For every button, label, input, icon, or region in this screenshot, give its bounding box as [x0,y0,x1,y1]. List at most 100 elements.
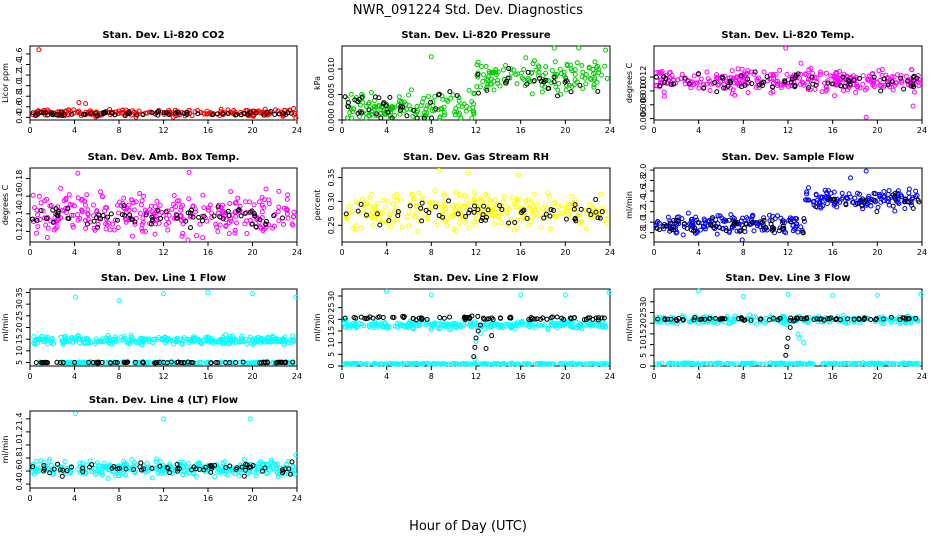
y-tick-label: 35 [15,287,24,297]
data-point [122,212,128,218]
data-point [260,468,266,474]
data-point [667,220,673,226]
data-point [85,207,91,213]
data-point [730,319,736,325]
data-point [856,316,862,322]
data-point [524,81,530,87]
data-point [806,85,812,91]
data-point [223,210,229,216]
data-point [461,193,467,199]
data-point [851,316,857,322]
data-point [561,316,567,322]
data-point [495,77,501,83]
data-point [428,327,434,333]
data-point [490,213,496,219]
data-point [744,215,750,221]
data-point [798,71,804,77]
data-point [141,193,147,199]
data-point [272,111,278,117]
data-point [458,115,464,121]
data-point [75,212,81,218]
data-point [168,338,174,344]
data-point [899,194,905,200]
data-point [30,112,36,118]
y-tick-label: 0.16 [15,187,24,205]
data-point [31,471,37,477]
data-point [832,93,838,99]
y-axis-label: degrees C [625,62,634,103]
data-point [158,215,164,221]
data-point [247,334,253,340]
x-tick-label: 20 [560,248,570,257]
data-point [656,227,662,233]
x-tick-label: 4 [696,126,701,135]
data-point [194,360,200,366]
x-tick-label: 12 [783,372,793,381]
data-point [83,101,89,107]
data-point [87,464,93,470]
y-tick-label: 10 [639,340,648,350]
data-point [414,203,420,209]
data-point [169,206,175,212]
data-point [887,361,893,367]
data-point [796,335,802,341]
data-point [174,215,180,221]
data-point [480,198,486,204]
data-point [524,202,530,208]
data-point [433,106,439,112]
data-point [348,91,354,97]
data-point [387,94,393,100]
data-point [848,175,854,181]
data-point [777,315,783,321]
data-point [499,210,505,216]
data-point [723,228,729,234]
data-point [714,89,720,95]
data-point [359,196,365,202]
data-point [501,325,507,331]
data-point [879,83,885,89]
data-point [139,226,145,232]
x-tick-label: 0 [651,372,656,381]
data-point [398,323,404,329]
data-point [383,204,389,210]
data-point [255,469,261,475]
data-point [86,359,92,365]
data-point [840,74,846,80]
data-point [805,79,811,85]
data-point [834,361,840,367]
data-point [507,361,513,367]
data-point [825,78,831,84]
y-tick-label: 0.25 [327,216,336,234]
data-point [792,361,798,367]
data-point [96,463,102,469]
y-tick-label: 0 [327,363,336,368]
data-point [261,112,267,118]
data-point [261,205,267,211]
data-point [407,201,413,207]
data-point [342,94,348,100]
y-tick-label: 1.6 [639,185,648,198]
data-point [152,336,158,342]
data-point [810,81,816,87]
data-point [111,227,117,233]
data-point [201,467,207,473]
data-point [485,204,491,210]
data-point [263,218,269,224]
data-point [768,76,774,82]
data-point [227,468,233,474]
data-point [913,361,919,367]
data-point [693,361,699,367]
y-tick-label: 0.005 [327,83,336,106]
data-point [686,81,692,87]
data-point [540,315,546,321]
data-point [474,84,480,90]
data-point [353,199,359,205]
data-point [371,104,377,110]
data-point [842,83,848,89]
data-point [761,217,767,223]
data-point [285,215,291,221]
data-point [813,203,819,209]
data-point [842,361,848,367]
data-point [878,88,884,94]
data-point [139,228,145,234]
